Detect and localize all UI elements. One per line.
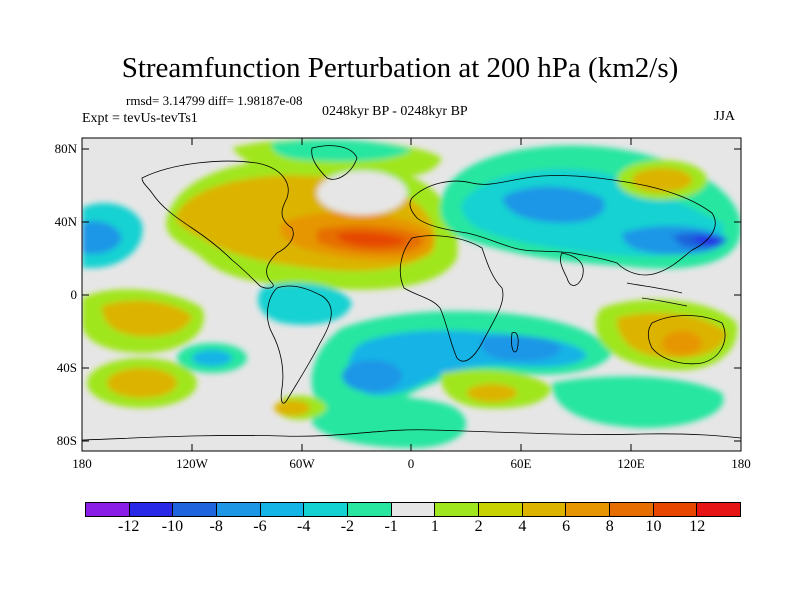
colorbar-swatch <box>217 503 261 516</box>
colorbar-swatch <box>86 503 130 516</box>
colorbar-swatch <box>522 503 567 516</box>
x-tick-label: 60W <box>289 456 315 471</box>
x-tick-label: 180 <box>731 456 751 471</box>
rmsd-text: rmsd= 3.14799 diff= 1.98187e-08 <box>126 93 303 108</box>
colorbar-swatch <box>435 503 480 516</box>
colorbar-swatch <box>348 503 392 516</box>
colorbar-swatch <box>173 503 218 516</box>
colorbar-label: 4 <box>518 518 527 535</box>
contour-map: 80N 40N 0 40S 80S 180 120W 60W 0 60E 120… <box>55 137 751 471</box>
colorbar-swatch <box>610 503 654 516</box>
colorbar-label: 12 <box>689 518 706 535</box>
colorbar-label: -2 <box>340 518 355 535</box>
contour-fields <box>82 138 741 451</box>
y-tick-label: 40S <box>57 360 77 375</box>
colorbar-label: -6 <box>253 518 267 535</box>
colorbar-label: 6 <box>562 518 571 535</box>
colorbar-label: -1 <box>384 518 398 535</box>
x-tick-label: 180 <box>72 456 92 471</box>
colorbar-label: -8 <box>209 518 223 535</box>
colorbar-swatch <box>129 503 174 516</box>
colorbar-swatch <box>304 503 349 516</box>
x-tick-label: 120W <box>176 456 209 471</box>
colorbar-label: -10 <box>161 518 184 535</box>
colorbar-label: 10 <box>645 518 662 535</box>
colorbar-swatch <box>391 503 436 516</box>
colorbar-swatch <box>479 503 523 516</box>
colorbar-label: 2 <box>474 518 483 535</box>
x-axis: 180 120W 60W 0 60E 120E 180 <box>72 138 751 471</box>
period-text: 0248kyr BP - 0248kyr BP <box>322 104 468 119</box>
x-tick-label: 0 <box>408 456 415 471</box>
y-tick-label: 0 <box>71 287 78 302</box>
x-tick-label: 120E <box>617 456 645 471</box>
colorbar-label: -4 <box>296 518 311 535</box>
plot-title: Streamfunction Perturbation at 200 hPa (… <box>121 52 679 84</box>
colorbar-swatch <box>566 503 611 516</box>
y-axis: 80N 40N 0 40S 80S <box>55 141 741 448</box>
colorbar-label: 1 <box>430 518 439 535</box>
colorbar-label: -12 <box>118 518 140 535</box>
colorbar-swatch <box>653 503 698 516</box>
colorbar <box>85 502 741 517</box>
y-tick-label: 80S <box>57 433 77 448</box>
colorbar-label: 8 <box>605 518 614 535</box>
season-text: JJA <box>714 109 736 124</box>
colorbar-swatch <box>697 503 741 516</box>
colorbar-labels: -12 -10 -8 -6 -4 -2 -1 1 2 4 6 8 10 12 <box>85 518 741 538</box>
map-panel: 80N 40N 0 40S 80S 180 120W 60W 0 60E 120… <box>55 137 751 471</box>
expt-text: Expt = tevUs-tevTs1 <box>82 111 198 126</box>
y-tick-label: 80N <box>55 141 78 156</box>
x-tick-label: 60E <box>511 456 532 471</box>
colorbar-swatch <box>260 503 305 516</box>
y-tick-label: 40N <box>55 214 78 229</box>
coastlines <box>82 145 741 441</box>
